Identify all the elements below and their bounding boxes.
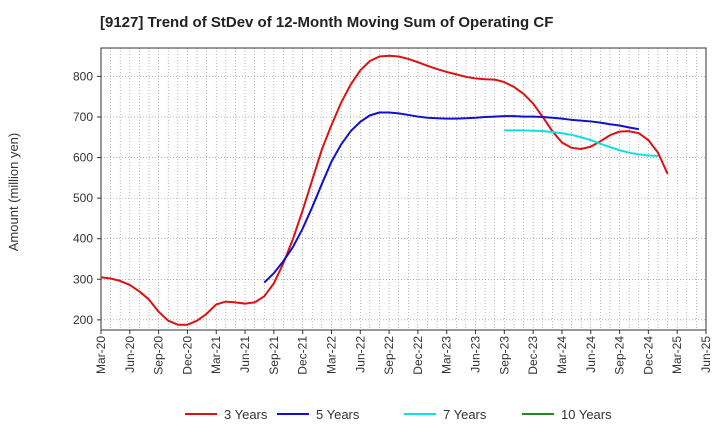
x-tick-label: Sep-24 [613, 336, 627, 375]
x-tick-label: Jun-23 [469, 336, 483, 373]
y-tick-label: 400 [73, 232, 93, 246]
legend-label: 3 Years [224, 407, 268, 422]
x-tick-label: Jun-20 [123, 336, 137, 373]
y-tick-label: 600 [73, 151, 93, 165]
x-tick-label: Sep-21 [267, 336, 281, 375]
series-line-5-years [263, 111, 639, 284]
legend-label: 7 Years [443, 407, 487, 422]
legend-layer: 3 Years 5 Years 7 Years 10 Years [185, 407, 612, 422]
x-tick-label: Sep-20 [152, 336, 166, 375]
x-tick-label: Mar-21 [209, 336, 223, 374]
series-line-3-years [100, 54, 669, 326]
chart-title: [9127] Trend of StDev of 12-Month Moving… [100, 14, 554, 31]
y-axis-label: Amount (million yen) [6, 133, 21, 252]
legend-label: 5 Years [316, 407, 360, 422]
x-tick-label: Sep-23 [497, 336, 511, 375]
y-tick-label: 800 [73, 69, 93, 83]
x-tick-label: Mar-24 [555, 336, 569, 374]
x-tick-label: Mar-23 [440, 336, 454, 374]
y-tick-label: 700 [73, 110, 93, 124]
x-tick-label: Dec-22 [411, 336, 425, 375]
x-tick-label: Mar-22 [324, 336, 338, 374]
x-tick-label: Jun-25 [699, 336, 713, 373]
x-tick-label: Jun-24 [584, 336, 598, 373]
x-tick-label: Mar-25 [670, 336, 684, 374]
x-tick-label: Dec-21 [296, 336, 310, 375]
legend-label: 10 Years [561, 407, 612, 422]
axis-layer: 200 300 400 500 600 700 800 Mar-20 Jun-20 Sep-20 D… [73, 47, 713, 375]
x-tick-label: Jun-22 [353, 336, 367, 373]
x-tick-label: Mar-20 [94, 336, 108, 374]
y-tick-label: 200 [73, 313, 93, 327]
plot-frame [100, 47, 707, 331]
series-layer [100, 54, 669, 326]
grid-layer [100, 48, 707, 330]
y-tick-label: 500 [73, 191, 93, 205]
x-tick-label: Dec-20 [180, 336, 194, 375]
x-tick-label: Sep-22 [382, 336, 396, 375]
x-tick-label: Dec-24 [641, 336, 655, 375]
x-tick-label: Jun-21 [238, 336, 252, 373]
x-tick-label: Dec-23 [526, 336, 540, 375]
series-line-7-years [504, 129, 659, 157]
y-tick-label: 300 [73, 272, 93, 286]
